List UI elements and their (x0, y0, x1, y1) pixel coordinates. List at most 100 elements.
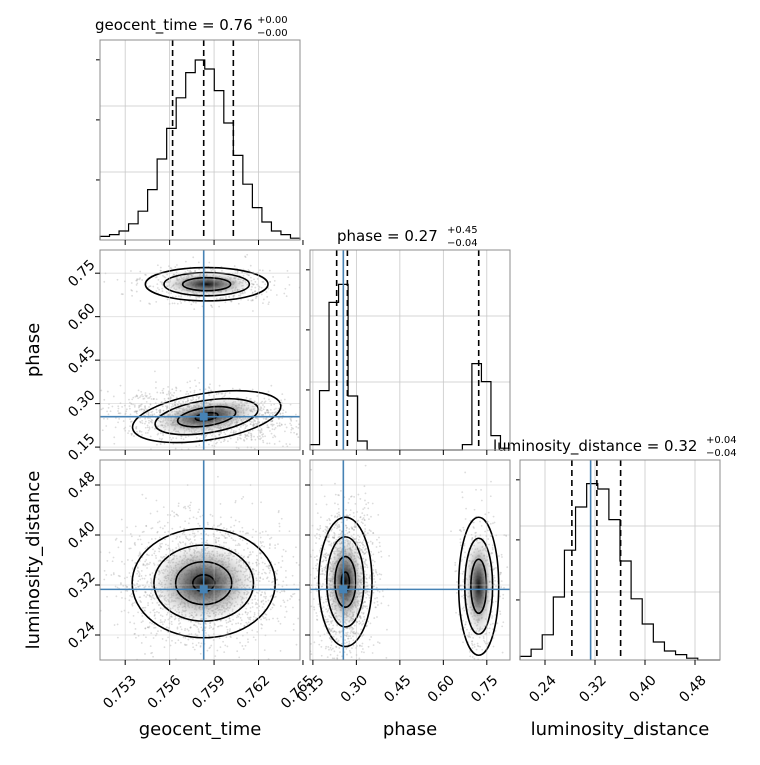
2d-phase-vs-luminosity_distance-point (476, 649, 478, 651)
2d-geocent_time-vs-phase-point (269, 414, 271, 416)
2d-geocent_time-vs-luminosity_distance-point (238, 543, 240, 545)
2d-geocent_time-vs-phase-point (129, 405, 131, 407)
2d-geocent_time-vs-luminosity_distance-point (148, 554, 150, 556)
2d-geocent_time-vs-phase-point (162, 390, 164, 392)
2d-geocent_time-vs-luminosity_distance-point (292, 593, 294, 595)
2d-geocent_time-vs-luminosity_distance-point (234, 502, 236, 504)
2d-phase-vs-luminosity_distance-point (353, 669, 355, 671)
2d-geocent_time-vs-luminosity_distance-point (292, 556, 294, 558)
2d-geocent_time-vs-phase-point (176, 397, 178, 399)
2d-geocent_time-vs-luminosity_distance-point (271, 581, 273, 583)
2d-geocent_time-vs-phase-point (256, 296, 258, 298)
2d-geocent_time-vs-luminosity_distance-point (255, 617, 257, 619)
2d-geocent_time-vs-phase-point (238, 303, 240, 305)
2d-geocent_time-vs-phase-point (148, 430, 150, 432)
2d-geocent_time-vs-luminosity_distance-point (162, 623, 164, 625)
2d-geocent_time-vs-luminosity_distance-point (281, 590, 283, 592)
2d-geocent_time-vs-luminosity_distance-point (131, 593, 133, 595)
2d-geocent_time-vs-phase-point (120, 412, 122, 414)
2d-geocent_time-vs-phase-point (158, 279, 160, 281)
2d-geocent_time-vs-phase-point (264, 413, 266, 415)
title-phase-sup: +0.45 (447, 225, 478, 236)
2d-geocent_time-vs-luminosity_distance-point (141, 615, 143, 617)
2d-geocent_time-vs-phase-point (163, 388, 165, 390)
2d-geocent_time-vs-phase-point (117, 405, 119, 407)
2d-phase-vs-luminosity_distance-point (346, 642, 348, 644)
2d-geocent_time-vs-phase-point (150, 411, 152, 413)
2d-geocent_time-vs-luminosity_distance-point (280, 650, 282, 652)
2d-geocent_time-vs-phase-point (254, 281, 256, 283)
2d-phase-vs-luminosity_distance-point (377, 514, 379, 516)
title-geocent-time-sub: −0.00 (257, 28, 288, 39)
2d-geocent_time-vs-luminosity_distance-point (167, 514, 169, 516)
2d-geocent_time-vs-phase-point (272, 276, 274, 278)
2d-geocent_time-vs-phase-point (239, 430, 241, 432)
2d-geocent_time-vs-luminosity_distance-point (86, 617, 88, 619)
2d-geocent_time-vs-phase-point (246, 438, 248, 440)
2d-geocent_time-vs-phase-point (250, 265, 252, 267)
2d-geocent_time-vs-luminosity_distance-point (248, 621, 250, 623)
2d-geocent_time-vs-luminosity_distance-point (178, 623, 180, 625)
2d-geocent_time-vs-phase-point (198, 452, 200, 454)
2d-geocent_time-vs-luminosity_distance-point (285, 550, 287, 552)
2d-geocent_time-vs-phase-point (137, 278, 139, 280)
2d-geocent_time-vs-luminosity_distance-point (278, 562, 280, 564)
2d-geocent_time-vs-phase-point (278, 418, 280, 420)
2d-geocent_time-vs-luminosity_distance-point (145, 559, 147, 561)
2d-geocent_time-vs-phase-point (195, 298, 197, 300)
2d-geocent_time-vs-luminosity_distance-point (284, 591, 286, 593)
2d-geocent_time-vs-luminosity_distance-truth-point (200, 585, 208, 593)
2d-geocent_time-vs-phase-point (243, 440, 245, 442)
2d-geocent_time-vs-luminosity_distance-point (279, 592, 281, 594)
2d-geocent_time-vs-phase-point (295, 414, 297, 416)
2d-geocent_time-vs-luminosity_distance-point (247, 641, 249, 643)
2d-geocent_time-vs-luminosity_distance-point (144, 628, 146, 630)
2d-geocent_time-vs-phase-point (118, 418, 120, 420)
2d-geocent_time-vs-phase-point (269, 442, 271, 444)
2d-geocent_time-vs-phase-point (190, 303, 192, 305)
2d-geocent_time-vs-luminosity_distance-point (155, 555, 157, 557)
2d-phase-vs-luminosity_distance-point (347, 502, 349, 504)
2d-geocent_time-vs-phase-point (111, 406, 113, 408)
2d-geocent_time-vs-luminosity_distance-point (171, 528, 173, 530)
2d-geocent_time-vs-luminosity_distance-point (146, 554, 148, 556)
2d-geocent_time-vs-phase-point (171, 439, 173, 441)
2d-geocent_time-vs-phase-point (138, 389, 140, 391)
2d-geocent_time-vs-luminosity_distance-point (194, 533, 196, 535)
2d-geocent_time-vs-luminosity_distance-point (158, 551, 160, 553)
2d-geocent_time-vs-phase-point (279, 413, 281, 415)
2d-phase-vs-luminosity_distance-point (363, 539, 365, 541)
2d-geocent_time-vs-luminosity_distance-point (228, 535, 230, 537)
2d-geocent_time-vs-luminosity_distance-point (220, 625, 222, 627)
2d-geocent_time-vs-phase-point (183, 438, 185, 440)
2d-geocent_time-vs-phase-point (141, 434, 143, 436)
2d-geocent_time-vs-luminosity_distance-point (141, 575, 143, 577)
2d-geocent_time-vs-phase-point (146, 401, 148, 403)
2d-geocent_time-vs-phase-point (134, 406, 136, 408)
2d-geocent_time-vs-phase-point (131, 295, 133, 297)
2d-phase-vs-luminosity_distance-point (332, 648, 334, 650)
2d-geocent_time-vs-phase-point (296, 434, 298, 436)
2d-geocent_time-vs-luminosity_distance-point (235, 544, 237, 546)
2d-geocent_time-vs-phase-point (155, 381, 157, 383)
2d-geocent_time-vs-phase-point (281, 393, 283, 395)
2d-geocent_time-vs-luminosity_distance-point (137, 586, 139, 588)
2d-geocent_time-vs-phase-point (185, 393, 187, 395)
2d-geocent_time-vs-luminosity_distance-point (216, 663, 218, 665)
2d-geocent_time-vs-luminosity_distance-point (220, 503, 222, 505)
2d-geocent_time-vs-luminosity_distance-point (167, 522, 169, 524)
2d-phase-vs-luminosity_distance-point (324, 495, 326, 497)
2d-geocent_time-vs-luminosity_distance-point (272, 618, 274, 620)
2d-geocent_time-vs-phase-point (209, 383, 211, 385)
2d-geocent_time-vs-phase-point (155, 277, 157, 279)
2d-geocent_time-vs-luminosity_distance-point (264, 591, 266, 593)
2d-geocent_time-vs-luminosity_distance-point (200, 646, 202, 648)
2d-geocent_time-vs-luminosity_distance-point (230, 526, 232, 528)
2d-geocent_time-vs-luminosity_distance-point (143, 531, 145, 533)
2d-geocent_time-vs-luminosity_distance-point (140, 601, 142, 603)
2d-geocent_time-vs-luminosity_distance-point (165, 544, 167, 546)
2d-geocent_time-vs-phase (68, 250, 362, 463)
2d-geocent_time-vs-phase-point (235, 431, 237, 433)
2d-geocent_time-vs-luminosity_distance-point (145, 548, 147, 550)
2d-geocent_time-vs-phase-point (130, 270, 132, 272)
